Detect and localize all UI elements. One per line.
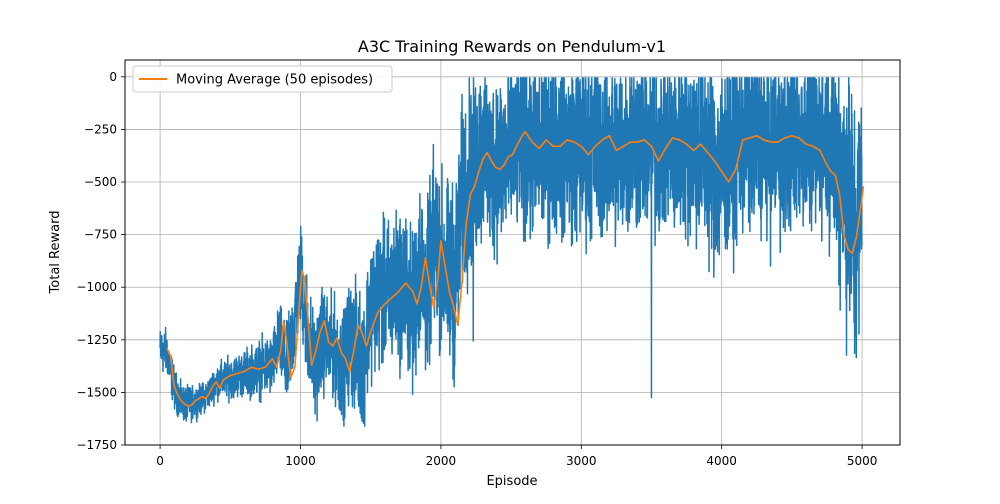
y-tick-label: −1500 [76,385,117,399]
y-tick-label: −500 [84,175,117,189]
x-tick-label: 2000 [426,454,457,468]
x-tick-label: 1000 [285,454,316,468]
series-moving-average-line [166,130,865,407]
x-tick-label: 0 [156,454,164,468]
axis-ticks: 0 1000 2000 3000 4000 5000 0 −250 −500 −750 −1000 −… [76,70,877,468]
y-tick-label: 0 [109,70,117,84]
y-tick-label: −1000 [76,280,117,294]
chart-title: A3C Training Rewards on Pendulum-v1 [358,37,666,56]
y-tick-label: −750 [84,228,117,242]
y-tick-label: −1250 [76,333,117,347]
y-axis-title: Total Reward [48,211,63,295]
y-tick-label: −250 [84,122,117,136]
x-tick-label: 5000 [847,454,878,468]
legend-label-moving-average: Moving Average (50 episodes) [176,73,373,88]
x-tick-label: 3000 [566,454,597,468]
plot-frame [124,59,901,446]
x-axis-title: Episode [486,474,537,489]
legend: Moving Average (50 episodes) [132,65,393,93]
series-layer [159,77,865,427]
x-tick-label: 4000 [706,454,737,468]
y-tick-label: −1750 [76,438,117,452]
series-raw-rewards-line [159,77,863,427]
legend-box [132,65,393,93]
